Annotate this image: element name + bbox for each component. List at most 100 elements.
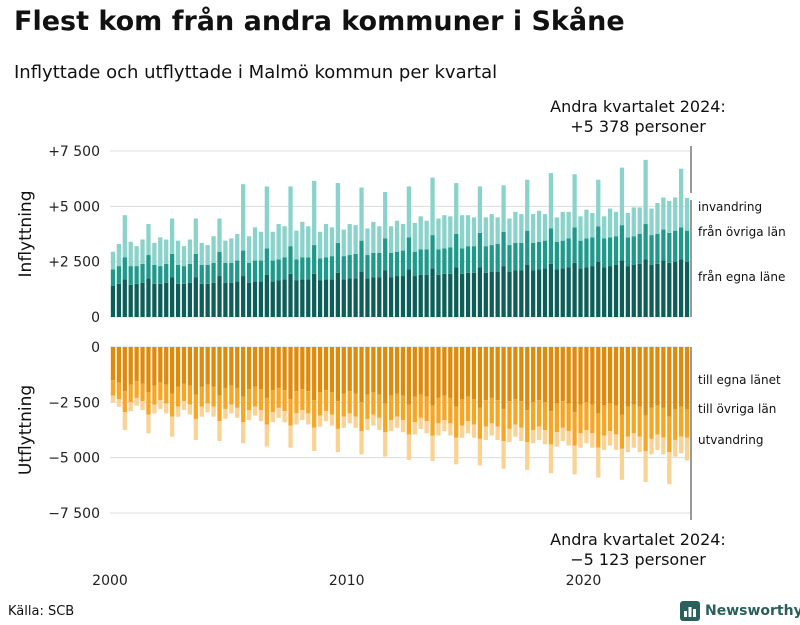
outflow-bar-segment	[643, 347, 648, 416]
outflow-bar-segment	[300, 347, 305, 390]
outflow-bar-segment	[246, 347, 252, 390]
outflow-bar-segment	[460, 399, 465, 426]
inflow-bar-segment	[383, 191, 388, 239]
outflow-bar-segment	[365, 394, 370, 419]
outflow-bar-segment	[554, 347, 559, 404]
outflow-bar-segment	[270, 347, 275, 391]
outflow-bar-segment	[678, 436, 684, 454]
outflow-bar-segment	[388, 420, 394, 432]
outflow-bar-segment	[270, 412, 275, 423]
outflow-bar-segment	[613, 434, 619, 450]
inflow-bar-segment	[323, 257, 329, 280]
outflow-bar-segment	[572, 347, 577, 413]
outflow-bar-segment	[223, 347, 228, 388]
inflow-bar-segment	[661, 229, 666, 261]
inflow-bar-segment	[371, 277, 376, 317]
outflow-bar-segment	[661, 437, 666, 455]
inflow-bar-segment	[371, 221, 376, 253]
inflow-bar-segment	[625, 212, 630, 238]
inflow-bar-segment	[300, 257, 305, 280]
inflow-bar-segment	[442, 215, 447, 249]
outflow-bar-segment	[252, 406, 258, 416]
outflow-bar-segment	[637, 347, 642, 407]
inflow-bar-segment	[146, 255, 151, 279]
inflow-bar-segment	[377, 226, 382, 253]
inflow-bar-segment	[146, 278, 151, 317]
outflow-bar-segment	[312, 427, 317, 452]
inflow-bar-segment	[678, 227, 684, 260]
inflow-bar-segment	[229, 262, 234, 283]
inflow-bar-segment	[507, 218, 512, 246]
outflow-bar-segment	[199, 406, 204, 417]
inflow-bar-segment	[584, 238, 589, 268]
outflow-bar-segment	[235, 387, 240, 408]
inflow-y-tick-label: +2 500	[48, 255, 100, 271]
outflow-bar-segment	[353, 416, 358, 428]
outflow-bar-segment	[211, 386, 216, 407]
inflow-bar-segment	[258, 231, 264, 261]
inflow-series-label: från egna läne	[698, 270, 785, 284]
outflow-bar-segment	[252, 386, 258, 407]
latest-inflow-note-line-1: Andra kvartalet 2024:	[550, 97, 726, 116]
inflow-bar-segment	[217, 276, 222, 317]
inflow-bar-segment	[649, 235, 654, 265]
inflow-bar-segment	[602, 216, 607, 239]
inflow-bar-segment	[489, 271, 494, 317]
outflow-bar-segment	[673, 439, 678, 457]
inflow-bar-segment	[548, 173, 554, 229]
inflow-bar-segment	[377, 277, 382, 317]
outflow-bar-segment	[596, 413, 601, 448]
inflow-bar-segment	[667, 232, 672, 263]
outflow-bar-segment	[383, 347, 388, 404]
outflow-bar-segment	[436, 347, 441, 398]
outflow-bar-segment	[418, 417, 423, 429]
outflow-bar-segment	[276, 387, 281, 408]
inflow-bar-segment	[134, 266, 139, 284]
inflow-bar-segment	[578, 268, 583, 317]
outflow-bar-segment	[655, 347, 660, 406]
inflow-bar-segment	[661, 260, 666, 317]
inflow-bar-segment	[341, 256, 346, 280]
outflow-bar-segment	[477, 347, 483, 408]
outflow-bar-segment	[566, 403, 571, 432]
inflow-bar-segment	[241, 276, 246, 317]
inflow-bar-segment	[495, 243, 500, 272]
outflow-bar-segment	[217, 395, 222, 422]
outflow-bar-segment	[625, 347, 630, 407]
outflow-bar-segment	[217, 421, 222, 442]
x-tick-label: 2010	[329, 573, 365, 589]
outflow-bar-segment	[400, 395, 406, 421]
outflow-bar-segment	[223, 408, 228, 419]
outflow-series-label: till egna länet	[698, 373, 781, 387]
logo-text: Newsworthy	[705, 603, 800, 619]
outflow-bar-segment	[460, 425, 465, 438]
inflow-bar-segment	[412, 276, 417, 317]
inflow-bar-segment	[258, 281, 264, 317]
outflow-bar-segment	[507, 428, 512, 443]
inflow-bar-segment	[152, 283, 157, 317]
inflow-bar-segment	[134, 283, 139, 317]
outflow-bar-segment	[649, 438, 654, 455]
inflow-bar-segment	[673, 197, 678, 231]
outflow-bar-segment	[193, 347, 198, 395]
inflow-bar-segment	[394, 276, 400, 317]
outflow-bar-segment	[400, 347, 406, 396]
outflow-bar-segment	[110, 347, 116, 381]
inflow-bar-segment	[607, 266, 613, 317]
outflow-bar-segment	[536, 347, 542, 401]
outflow-bar-segment	[306, 391, 311, 414]
outflow-bar-segment	[448, 347, 453, 398]
inflow-bar-segment	[400, 250, 406, 277]
outflow-bar-segment	[489, 423, 494, 436]
outflow-bar-segment	[199, 347, 204, 387]
inflow-bar-segment	[270, 231, 275, 261]
outflow-bar-segment	[294, 347, 299, 392]
inflow-bar-segment	[454, 183, 459, 234]
inflow-bar-segment	[365, 278, 370, 317]
inflow-y-axis-label: Inflyttning	[16, 191, 36, 278]
inflow-bar-segment	[223, 240, 228, 263]
outflow-bar-segment	[241, 347, 246, 397]
outflow-bar-segment	[246, 389, 252, 411]
inflow-bar-segment	[335, 272, 340, 317]
inflow-bar-segment	[217, 251, 222, 277]
